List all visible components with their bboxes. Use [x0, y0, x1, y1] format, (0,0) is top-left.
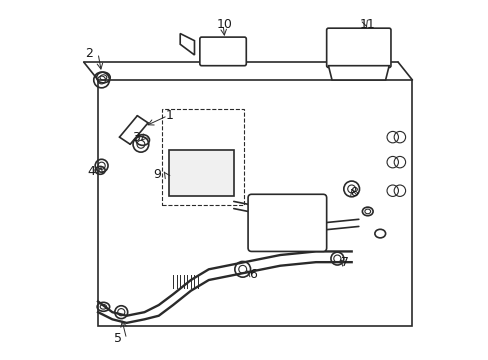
Polygon shape [180, 33, 194, 55]
Text: 2: 2 [85, 47, 93, 60]
Text: 5: 5 [113, 333, 122, 346]
Text: 1: 1 [165, 109, 173, 122]
Polygon shape [169, 150, 233, 196]
Text: 9: 9 [153, 168, 161, 181]
FancyBboxPatch shape [247, 194, 326, 251]
Text: 10: 10 [217, 18, 232, 31]
Polygon shape [98, 80, 411, 327]
Text: 3: 3 [131, 131, 139, 144]
Text: 11: 11 [359, 18, 375, 31]
Text: 8: 8 [350, 186, 358, 199]
Text: 7: 7 [340, 256, 348, 269]
Polygon shape [328, 66, 388, 80]
FancyBboxPatch shape [326, 28, 390, 67]
Text: 6: 6 [249, 268, 257, 281]
FancyBboxPatch shape [200, 37, 246, 66]
Text: 4: 4 [87, 165, 95, 177]
